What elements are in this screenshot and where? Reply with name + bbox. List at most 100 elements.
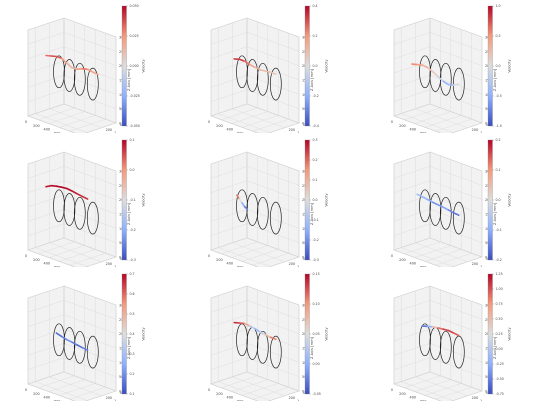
x-tick-label: 600 — [420, 131, 426, 133]
chart-panel-5: 0200400600800100002004000501001502002503… — [183, 134, 366, 267]
colorbar — [122, 140, 127, 260]
x-tick-label: 400 — [227, 396, 233, 400]
y-tick-label: 200 — [472, 262, 478, 266]
z-tick-label: 0 — [302, 390, 304, 394]
colorbar-tick-label: 0.025 — [130, 34, 139, 38]
x-tick-label: 0 — [208, 388, 210, 392]
y-tick-label: 200 — [472, 396, 478, 400]
z-tick-label: 0 — [119, 390, 121, 394]
colorbar-tick-label: 0.1 — [130, 392, 135, 396]
colorbar — [305, 140, 310, 260]
z-axis-label: Z Axis [mm] — [493, 68, 497, 91]
colorbar-tick-label: 1.25 — [496, 272, 503, 276]
colorbar-tick-label: 0.15 — [313, 272, 320, 276]
colorbar — [122, 6, 127, 126]
colorbar-label: Velocity — [508, 59, 512, 72]
x-tick-label: 200 — [399, 124, 405, 128]
colorbar-tick-label: 0.0 — [130, 168, 135, 172]
z-tick-label: 0 — [119, 122, 121, 126]
colorbar — [305, 274, 310, 394]
trajectory-segment — [454, 84, 459, 85]
x-tick-label: 600 — [237, 131, 243, 133]
colorbar-tick-label: -0.2 — [496, 258, 502, 262]
chart-panel-7: 0200400600800100002004000501001502002503… — [0, 268, 183, 401]
x-tick-label: 0 — [391, 254, 393, 258]
z-axis-label: Z Axis [mm] — [310, 68, 314, 91]
chart-svg-5: 0200400600800100002004000501001502002503… — [183, 134, 366, 267]
chart-panel-1: 0200400600800100002004000501001502002503… — [0, 0, 183, 133]
y-tick-label: 200 — [289, 128, 295, 132]
colorbar-label: Velocity — [325, 327, 329, 340]
colorbar-tick-label: -0.3 — [130, 258, 136, 262]
colorbar-tick-label: -0.75 — [496, 392, 504, 396]
colorbar-tick-label: -0.1 — [313, 218, 319, 222]
colorbar-label: Velocity — [142, 327, 146, 340]
chart-svg-8: 0200400600800100002004000501001502002503… — [183, 268, 366, 401]
colorbar-tick-label: 0.0 — [496, 64, 501, 68]
y-tick-label: 200 — [106, 262, 112, 266]
chart-svg-1: 0200400600800100002004000501001502002503… — [0, 0, 183, 133]
colorbar-tick-label: 0.2 — [496, 138, 501, 142]
x-tick-label: 400 — [410, 396, 416, 400]
colorbar-tick-label: -1.0 — [496, 124, 502, 128]
colorbar-tick-label: 0.5 — [496, 34, 501, 38]
y-tick-label: 200 — [106, 128, 112, 132]
x-tick-label: 0 — [208, 254, 210, 258]
y-tick-label: 200 — [472, 128, 478, 132]
z-tick-label: 0 — [302, 122, 304, 126]
x-tick-label: 200 — [216, 124, 222, 128]
x-tick-label: 0 — [208, 120, 210, 124]
chart-panel-6: 0200400600800100002004000501001502002503… — [366, 134, 549, 267]
chart-panel-2: 0200400600800100002004000501001502002503… — [183, 0, 366, 133]
colorbar-label: Velocity — [142, 59, 146, 72]
colorbar-tick-label: -0.2 — [130, 228, 136, 232]
colorbar-tick-label: 0.2 — [313, 34, 318, 38]
colorbar-tick-label: 0.7 — [130, 272, 135, 276]
colorbar-label: Velocity — [142, 193, 146, 206]
colorbar — [488, 6, 493, 126]
chart-panel-4: 0200400600800100002004000501001502002503… — [0, 134, 183, 267]
z-axis-label: Z Axis [mm] — [127, 68, 131, 91]
z-axis-label: Z Axis [mm] — [493, 202, 497, 225]
colorbar-tick-label: -0.25 — [496, 362, 504, 366]
x-tick-label: 400 — [227, 128, 233, 132]
z-tick-label: 0 — [485, 122, 487, 126]
chart-svg-7: 0200400600800100002004000501001502002503… — [0, 268, 183, 401]
colorbar-tick-label: 0.3 — [313, 138, 318, 142]
colorbar-tick-label: 0.0 — [313, 64, 318, 68]
colorbar-tick-label: -0.2 — [313, 94, 319, 98]
colorbar-tick-label: -0.1 — [130, 198, 136, 202]
colorbar-tick-label: 0.000 — [130, 64, 139, 68]
chart-svg-4: 0200400600800100002004000501001502002503… — [0, 134, 183, 267]
colorbar-tick-label: 0.1 — [313, 178, 318, 182]
y-tick-label: 200 — [289, 262, 295, 266]
z-axis-label: Z Axis [mm] — [310, 336, 314, 359]
colorbar-tick-label: 0.2 — [313, 158, 318, 162]
colorbar-tick-label: -0.025 — [130, 94, 140, 98]
x-tick-label: 600 — [420, 265, 426, 267]
colorbar-label: Velocity — [325, 193, 329, 206]
chart-svg-3: 0200400600800100002004000501001502002503… — [366, 0, 549, 133]
chart-panel-8: 0200400600800100002004000501001502002503… — [183, 268, 366, 401]
x-tick-label: 200 — [399, 392, 405, 396]
colorbar-tick-label: 0.25 — [496, 332, 503, 336]
colorbar — [488, 274, 493, 394]
colorbar-label: Velocity — [508, 193, 512, 206]
colorbar-tick-label: 0.05 — [313, 332, 320, 336]
chart-panel-3: 0200400600800100002004000501001502002503… — [366, 0, 549, 133]
colorbar-tick-label: 0.10 — [313, 302, 320, 306]
x-tick-label: 400 — [227, 262, 233, 266]
colorbar-label: Velocity — [325, 59, 329, 72]
y-tick-label: 200 — [106, 396, 112, 400]
colorbar-tick-label: 0.1 — [496, 168, 501, 172]
colorbar-tick-label: -0.1 — [496, 228, 502, 232]
colorbar-tick-label: -0.050 — [130, 124, 140, 128]
colorbar-tick-label: 0.5 — [130, 312, 135, 316]
x-tick-label: 400 — [44, 262, 50, 266]
x-tick-label: 600 — [237, 265, 243, 267]
z-tick-label: 0 — [302, 256, 304, 260]
colorbar-tick-label: 1.00 — [496, 287, 503, 291]
x-tick-label: 400 — [410, 128, 416, 132]
x-tick-label: 400 — [410, 262, 416, 266]
